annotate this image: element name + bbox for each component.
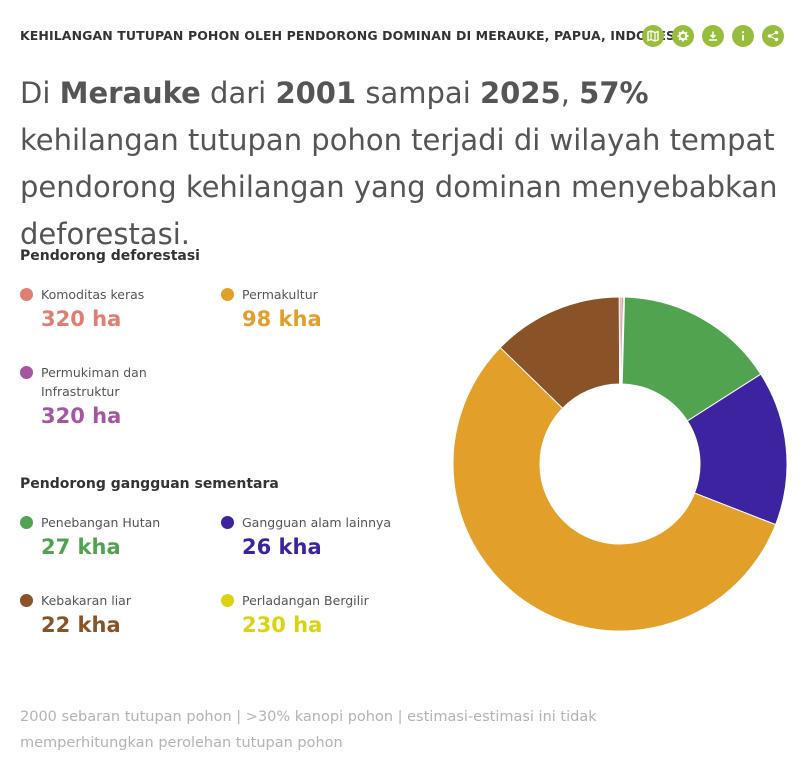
legend-dot	[20, 516, 33, 529]
donut-chart	[452, 296, 788, 632]
legend-label: Komoditas keras	[41, 287, 145, 302]
donut-slice-permukiman-dan-infrastruktur[interactable]	[620, 296, 624, 385]
headline-year-end: 2025	[479, 76, 561, 110]
legend-dot	[221, 516, 234, 529]
disturbance-section-title: Pendorong gangguan sementara	[20, 476, 279, 492]
legend-value: 26 kha	[242, 535, 322, 559]
info-button[interactable]	[732, 25, 754, 47]
headline-percent: 57%	[579, 76, 649, 110]
headline-year-start: 2001	[275, 76, 357, 110]
legend-item-penebangan-hutan: Penebangan Hutan 27 kha	[20, 515, 220, 559]
legend-dot	[221, 594, 234, 607]
legend-label: Penebangan Hutan	[41, 515, 161, 530]
legend-value: 230 ha	[242, 613, 323, 637]
footnote: 2000 sebaran tutupan pohon | >30% kanopi…	[20, 709, 597, 751]
deforestation-section-title: Pendorong deforestasi	[20, 248, 200, 264]
share-button[interactable]	[762, 25, 784, 47]
legend-value: 320 ha	[41, 404, 122, 428]
legend-item-perladangan-bergilir: Perladangan Bergilir 230 ha	[221, 593, 421, 637]
map-icon	[647, 30, 659, 42]
legend-dot	[20, 366, 33, 379]
legend-value: 98 kha	[242, 307, 322, 331]
headline-place: Merauke	[59, 76, 201, 110]
legend-item-komoditas-keras: Komoditas keras 320 ha	[20, 287, 220, 331]
donut-slice-penebangan-hutan[interactable]	[621, 296, 762, 422]
info-icon	[741, 31, 745, 41]
download-icon	[709, 31, 717, 41]
legend-dot	[221, 288, 234, 301]
widget-toolbar	[642, 25, 784, 47]
headline-sentence: Di Merauke dari 2001 sampai 2025, 57% ke…	[20, 76, 778, 251]
share-icon	[767, 30, 779, 42]
legend-value: 27 kha	[41, 535, 121, 559]
legend-label: Perladangan Bergilir	[242, 593, 369, 608]
legend-dot	[20, 594, 33, 607]
legend-label: Permakultur	[242, 287, 318, 302]
legend-label: Permukiman dan Infrastruktur	[41, 365, 147, 399]
widget-title: KEHILANGAN TUTUPAN POHON OLEH PENDORONG …	[20, 28, 690, 43]
download-button[interactable]	[702, 25, 724, 47]
donut-slice-permakultur[interactable]	[452, 346, 777, 632]
legend-dot	[20, 288, 33, 301]
map-button[interactable]	[642, 25, 664, 47]
legend-item-permakultur: Permakultur 98 kha	[221, 287, 421, 331]
legend-label: Kebakaran liar	[41, 593, 131, 608]
legend-value: 320 ha	[41, 307, 122, 331]
settings-icon	[677, 30, 689, 42]
widget-header: KEHILANGAN TUTUPAN POHON OLEH PENDORONG …	[20, 22, 784, 52]
legend-value: 22 kha	[41, 613, 121, 637]
settings-button[interactable]	[672, 25, 694, 47]
legend-label: Gangguan alam lainnya	[242, 515, 392, 530]
legend-item-permukiman: Permukiman dan Infrastruktur 320 ha	[20, 365, 170, 428]
legend-item-kebakaran-liar: Kebakaran liar 22 kha	[20, 593, 220, 637]
legend-item-gangguan-alam: Gangguan alam lainnya 26 kha	[221, 515, 421, 559]
